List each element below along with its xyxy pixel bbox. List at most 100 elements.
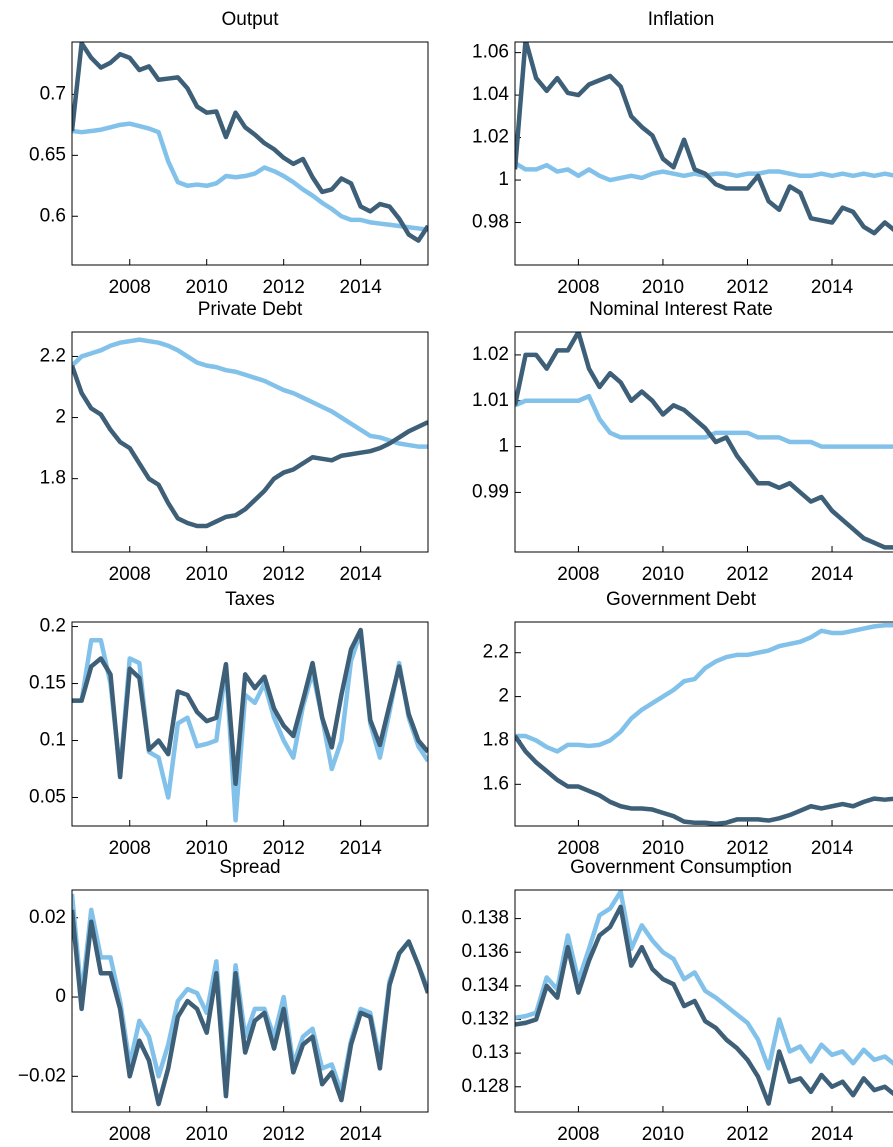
- y-tick-label: 0: [55, 986, 66, 1007]
- y-tick-label: 0.15: [29, 673, 66, 694]
- chart-title: Inflation: [648, 9, 715, 30]
- x-tick-label: 2014: [811, 838, 854, 859]
- series-line: [515, 890, 893, 1071]
- y-tick-label: 0.136: [461, 941, 509, 962]
- subplot: Government Consumption 0.128 0.13 0.132 0.13…: [461, 857, 893, 1145]
- series-line: [72, 42, 428, 243]
- x-tick-label: 2014: [811, 1124, 854, 1145]
- chart-title: Government Debt: [606, 589, 757, 610]
- subplot: Inflation 0.98 1 1.02 1.04 1.06 2008 2010 2012 20…: [472, 9, 893, 298]
- y-tick-label: 0.05: [29, 787, 66, 808]
- x-tick-label: 2012: [263, 564, 305, 585]
- x-tick-label: 2012: [726, 277, 768, 298]
- y-tick-label: 1.04: [472, 84, 509, 105]
- subplot: Government Debt 1.6 1.8 2 2.2 2008 2010 2012 201…: [483, 589, 893, 859]
- chart-title: Spread: [219, 857, 280, 878]
- x-tick-label: 2012: [726, 1124, 768, 1145]
- y-tick-label: 0.132: [461, 1009, 509, 1030]
- chart-title: Taxes: [225, 589, 275, 610]
- x-tick-label: 2012: [263, 277, 305, 298]
- series-line: [515, 332, 893, 550]
- y-tick-label: 1.8: [483, 729, 509, 750]
- x-tick-label: 2010: [642, 838, 684, 859]
- series-line: [515, 904, 893, 1106]
- x-tick-label: 2012: [263, 1124, 305, 1145]
- plot-frame: [514, 621, 893, 827]
- y-tick-label: 1.02: [472, 344, 509, 365]
- series-line: [515, 734, 893, 826]
- x-tick-label: 2010: [186, 838, 228, 859]
- x-tick-label: 2014: [340, 1124, 383, 1145]
- series-line: [515, 623, 893, 754]
- y-tick-label: 0.134: [461, 975, 509, 996]
- plot-frame: [514, 889, 893, 1113]
- y-tick-label: 1.8: [40, 468, 66, 489]
- series-line: [72, 627, 428, 787]
- x-tick-label: 2012: [263, 838, 305, 859]
- x-tick-label: 2010: [186, 564, 228, 585]
- x-tick-label: 2008: [109, 277, 151, 298]
- y-tick-label: 0.98: [472, 212, 509, 233]
- x-tick-label: 2014: [340, 277, 383, 298]
- x-tick-label: 2008: [557, 838, 599, 859]
- y-tick-label: 1: [498, 169, 509, 190]
- y-tick-label: −0.02: [18, 1065, 66, 1086]
- x-tick-label: 2012: [726, 564, 768, 585]
- series-line: [72, 893, 428, 1095]
- plot-frame: [71, 331, 429, 553]
- x-tick-label: 2008: [109, 838, 151, 859]
- series-line: [72, 364, 428, 529]
- x-tick-label: 2010: [642, 277, 684, 298]
- y-tick-label: 2.2: [40, 345, 66, 366]
- y-tick-label: 0.6: [40, 205, 66, 226]
- y-tick-label: 0.128: [461, 1076, 509, 1097]
- series-line: [72, 909, 428, 1107]
- series-line: [515, 161, 893, 183]
- series-line: [72, 337, 428, 449]
- y-tick-label: 2: [55, 407, 66, 428]
- y-tick-label: 0.13: [472, 1042, 509, 1063]
- x-tick-label: 2008: [557, 1124, 599, 1145]
- chart-title: Private Debt: [198, 299, 303, 320]
- y-tick-label: 2: [498, 686, 509, 707]
- plot-frame: [71, 41, 429, 266]
- x-tick-label: 2014: [811, 564, 854, 585]
- y-tick-label: 0.99: [472, 481, 509, 502]
- subplot: Nominal Interest Rate 0.99 1 1.01 1.02 2008 20…: [472, 299, 893, 585]
- chart-title: Nominal Interest Rate: [589, 299, 773, 320]
- x-tick-label: 2008: [109, 564, 151, 585]
- x-tick-label: 2010: [186, 277, 228, 298]
- plot-frame: [71, 621, 429, 827]
- y-tick-label: 0.1: [40, 730, 66, 751]
- y-tick-label: 1: [498, 436, 509, 457]
- plot-frame: [71, 889, 429, 1113]
- chart-title: Government Consumption: [570, 857, 792, 878]
- y-tick-label: 1.6: [483, 773, 509, 794]
- x-tick-label: 2014: [340, 838, 383, 859]
- y-tick-label: 1.06: [472, 42, 509, 63]
- subplot: Output 0.6 0.65 0.7 2008 2010 2012 2014: [29, 9, 429, 298]
- y-tick-label: 0.138: [461, 908, 509, 929]
- x-tick-label: 2014: [811, 277, 854, 298]
- series-line: [515, 42, 893, 236]
- series-line: [515, 393, 893, 449]
- subplot: Private Debt 1.8 2 2.2 2008 2010 2012 2014: [40, 299, 429, 585]
- x-tick-label: 2010: [642, 564, 684, 585]
- x-tick-label: 2008: [557, 564, 599, 585]
- y-tick-label: 0.7: [40, 83, 66, 104]
- subplot: Spread −0.02 0 0.02 2008 2010 2012 2014: [18, 857, 429, 1145]
- plot-frame: [514, 41, 893, 266]
- y-tick-label: 0.2: [40, 616, 66, 637]
- subplot: Taxes 0.05 0.1 0.15 0.2 2008 2010 2012 2014: [29, 589, 429, 859]
- x-tick-label: 2008: [109, 1124, 151, 1145]
- x-tick-label: 2010: [186, 1124, 228, 1145]
- y-tick-label: 1.02: [472, 127, 509, 148]
- y-tick-label: 0.02: [29, 907, 66, 928]
- x-tick-label: 2010: [642, 1124, 684, 1145]
- x-tick-label: 2014: [340, 564, 383, 585]
- chart-title: Output: [221, 9, 279, 30]
- y-tick-label: 2.2: [483, 642, 509, 663]
- y-tick-label: 0.65: [29, 144, 66, 165]
